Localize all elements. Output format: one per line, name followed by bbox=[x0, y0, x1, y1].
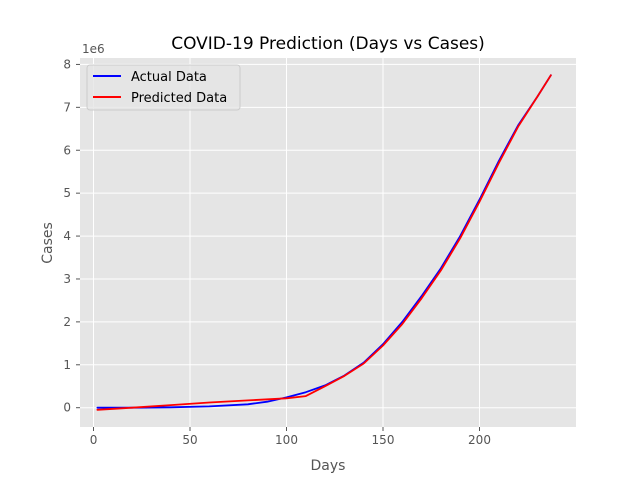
y-offset-label: 1e6 bbox=[82, 42, 105, 56]
y-tick-label: 4 bbox=[63, 229, 71, 243]
x-axis-label: Days bbox=[311, 458, 346, 474]
x-tick-label: 150 bbox=[372, 433, 395, 447]
axis-ticks: 0 50 100 150 200 0 1 2 3 4 5 6 7 8 bbox=[63, 57, 491, 447]
legend-label-actual: Actual Data bbox=[131, 70, 207, 85]
x-tick-label: 50 bbox=[182, 433, 197, 447]
predicted-data-line bbox=[96, 74, 552, 411]
x-tick-label: 100 bbox=[275, 433, 298, 447]
y-tick-label: 2 bbox=[63, 315, 71, 329]
y-tick-label: 3 bbox=[63, 272, 71, 286]
y-tick-label: 7 bbox=[63, 100, 71, 114]
plot-area bbox=[80, 58, 576, 427]
x-tick-label: 0 bbox=[90, 433, 98, 447]
y-tick-label: 8 bbox=[63, 57, 71, 71]
grid-lines bbox=[80, 58, 576, 427]
y-tick-label: 5 bbox=[63, 186, 71, 200]
chart-title: COVID-19 Prediction (Days vs Cases) bbox=[171, 34, 485, 54]
y-tick-label: 0 bbox=[63, 401, 71, 415]
data-series bbox=[96, 74, 552, 411]
y-tick-label: 6 bbox=[63, 143, 71, 157]
y-axis-label: Cases bbox=[40, 222, 56, 264]
legend-label-predicted: Predicted Data bbox=[131, 91, 227, 106]
legend-box bbox=[86, 64, 241, 111]
x-tick-label: 200 bbox=[468, 433, 491, 447]
legend: Actual Data Predicted Data bbox=[86, 64, 241, 111]
y-tick-label: 1 bbox=[63, 358, 71, 372]
